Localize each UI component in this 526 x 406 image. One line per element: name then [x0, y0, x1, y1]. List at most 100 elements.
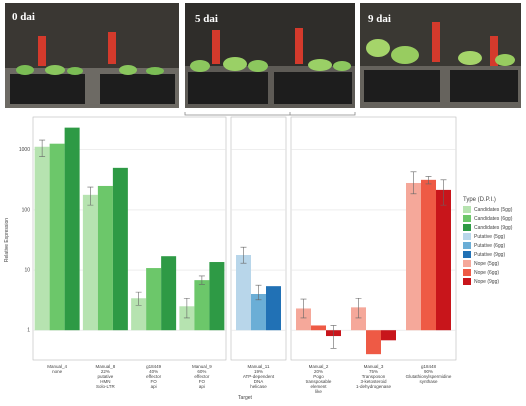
error-bar: [240, 246, 247, 264]
x-tick-label: 1-dehydrogenase: [356, 384, 392, 389]
bar: [236, 254, 251, 331]
photo-label: 0 dai: [12, 11, 35, 23]
x-tick-label: Manual_4: [47, 364, 67, 369]
x-tick-label: ATP-dependent: [243, 374, 275, 379]
error-bar: [135, 291, 142, 306]
legend-label: Nope (9gg): [474, 279, 499, 285]
x-tick-label: 75%: [369, 369, 378, 374]
tray: [450, 70, 518, 102]
legend-swatch: [463, 242, 471, 249]
legend-swatch: [463, 269, 471, 276]
plant: [333, 61, 351, 71]
bar: [209, 262, 225, 331]
plant: [45, 65, 65, 75]
legend-label: Nope (6gg): [474, 270, 499, 276]
bar: [406, 182, 421, 331]
x-tick-label: effector: [194, 374, 209, 379]
legend-label: Putative (5gg): [474, 234, 505, 240]
plant: [16, 65, 34, 75]
legend-swatch: [463, 251, 471, 258]
legend-label: Candidates (5gg): [474, 207, 513, 213]
x-tick-label: Manual_2: [309, 364, 329, 369]
plant: [391, 46, 419, 64]
tag: [490, 36, 498, 66]
x-tick-label: HMN: [100, 379, 110, 384]
x-tick-label: synthase: [419, 379, 438, 384]
tag: [432, 22, 440, 62]
bar: [161, 256, 177, 331]
tag: [108, 32, 116, 64]
x-tick-label: Solo-LTR: [96, 384, 115, 389]
tray: [188, 72, 268, 104]
x-tick-label: like: [315, 389, 322, 394]
legend-label: Candidates (6gg): [474, 216, 513, 222]
tag: [212, 30, 220, 64]
error-bar: [425, 176, 432, 185]
bar: [112, 167, 128, 331]
x-tick-label: helicase: [250, 384, 267, 389]
x-tick-label: 19%: [254, 369, 263, 374]
error-bar: [440, 179, 447, 206]
photo: 9 dai: [360, 3, 521, 108]
plant: [495, 54, 515, 66]
bar: [251, 294, 266, 331]
bar: [436, 189, 451, 331]
legend-swatch: [463, 224, 471, 231]
bar: [146, 268, 162, 331]
x-tick-label: transposable: [306, 379, 332, 384]
y-axis-label: Relative Expression: [4, 218, 10, 262]
x-tick-label: 3-ketosteroid: [360, 379, 387, 384]
x-tick-label: 60%: [197, 369, 206, 374]
bar: [351, 307, 366, 331]
error-bar: [198, 275, 205, 285]
legend-swatch: [463, 260, 471, 267]
x-tick-label: FO: [199, 379, 206, 384]
tray: [364, 70, 440, 102]
legend-swatch: [463, 215, 471, 222]
legend-label: Putative (9gg): [474, 252, 505, 258]
plant: [67, 67, 83, 75]
legend-label: Putative (6gg): [474, 243, 505, 249]
bar: [381, 330, 396, 341]
y-tick-label: 1000: [19, 147, 30, 153]
photo: 5 dai: [185, 3, 355, 108]
x-tick-label: Manual_8: [95, 364, 115, 369]
bar: [194, 280, 210, 331]
legend-swatch: [463, 206, 471, 213]
error-bar: [87, 186, 94, 206]
tag: [295, 28, 303, 64]
x-tick-label: Pogo: [313, 374, 324, 379]
bar: [421, 179, 436, 331]
plant: [146, 67, 164, 75]
bar: [49, 143, 65, 331]
bar: [366, 330, 381, 355]
plant: [366, 39, 390, 57]
plant: [119, 65, 137, 75]
x-tick-label: FO: [151, 379, 158, 384]
bar: [97, 185, 113, 331]
error-bar: [255, 284, 262, 301]
bar: [82, 194, 98, 331]
x-tick-label: Glutathionylspermidine: [406, 374, 452, 379]
x-tick-label: DNA: [254, 379, 264, 384]
error-bar: [183, 297, 190, 319]
y-tick-label: 100: [22, 207, 31, 213]
plant: [458, 51, 482, 65]
error-bar: [355, 297, 362, 319]
x-tick-label: Transposon: [362, 374, 386, 379]
bar: [131, 298, 147, 331]
legend-swatch: [463, 278, 471, 285]
photo-strip: 0 dai 5 dai 9 dai: [5, 3, 521, 116]
bar: [296, 308, 311, 331]
plant: [308, 59, 332, 71]
tray: [10, 74, 85, 104]
plant: [248, 60, 268, 72]
bar: [179, 306, 195, 331]
plant: [223, 57, 247, 71]
photo-label: 5 dai: [195, 13, 218, 25]
y-tick-label: 10: [24, 268, 30, 274]
legend-swatch: [463, 233, 471, 240]
x-tick-label: Manual_3: [364, 364, 384, 369]
plant: [190, 60, 210, 72]
x-axis-label: Target: [238, 395, 253, 401]
